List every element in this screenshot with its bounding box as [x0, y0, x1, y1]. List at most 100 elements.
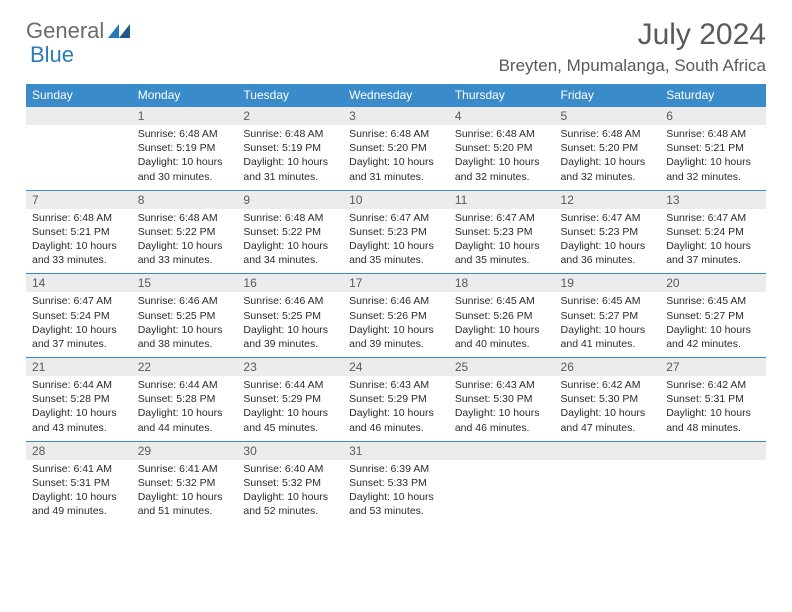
- month-title: July 2024: [499, 18, 766, 52]
- day-number: [449, 442, 555, 460]
- daylight-label: Daylight:: [243, 407, 287, 419]
- location-subtitle: Breyten, Mpumalanga, South Africa: [499, 56, 766, 76]
- day-number: [555, 442, 661, 460]
- sunrise-label: Sunrise:: [561, 379, 602, 391]
- sunset-label: Sunset:: [138, 477, 177, 489]
- day-sun-info: Sunrise: 6:45 AMSunset: 5:27 PMDaylight:…: [555, 292, 661, 357]
- sunrise-value: 6:46 AM: [391, 295, 430, 307]
- day-number: 6: [660, 107, 766, 125]
- sunset-value: 5:20 PM: [388, 142, 427, 154]
- sunset-value: 5:23 PM: [493, 226, 532, 238]
- sunrise-label: Sunrise:: [666, 379, 707, 391]
- daylight-label: Daylight:: [666, 156, 710, 168]
- calendar-week-row: 28Sunrise: 6:41 AMSunset: 5:31 PMDayligh…: [26, 441, 766, 524]
- calendar-day-cell: 13Sunrise: 6:47 AMSunset: 5:24 PMDayligh…: [660, 190, 766, 274]
- day-sun-info: Sunrise: 6:48 AMSunset: 5:19 PMDaylight:…: [237, 125, 343, 190]
- calendar-day-cell: [660, 441, 766, 524]
- day-number: 7: [26, 191, 132, 209]
- sunset-value: 5:32 PM: [176, 477, 215, 489]
- sunrise-value: 6:42 AM: [708, 379, 747, 391]
- day-sun-info: Sunrise: 6:47 AMSunset: 5:23 PMDaylight:…: [449, 209, 555, 274]
- sunset-label: Sunset:: [455, 142, 494, 154]
- sunrise-label: Sunrise:: [243, 295, 284, 307]
- day-number: 14: [26, 274, 132, 292]
- day-number: 1: [132, 107, 238, 125]
- sunset-value: 5:23 PM: [599, 226, 638, 238]
- sunset-label: Sunset:: [138, 393, 177, 405]
- page-header: General July 2024 Breyten, Mpumalanga, S…: [26, 18, 766, 76]
- day-sun-info: Sunrise: 6:43 AMSunset: 5:30 PMDaylight:…: [449, 376, 555, 441]
- sunrise-label: Sunrise:: [243, 463, 284, 475]
- logo-flag-icon: [108, 24, 130, 38]
- day-number: 2: [237, 107, 343, 125]
- sunset-value: 5:20 PM: [599, 142, 638, 154]
- daylight-label: Daylight:: [455, 324, 499, 336]
- sunrise-value: 6:43 AM: [496, 379, 535, 391]
- calendar-day-cell: 20Sunrise: 6:45 AMSunset: 5:27 PMDayligh…: [660, 274, 766, 358]
- day-number: 13: [660, 191, 766, 209]
- calendar-day-cell: 21Sunrise: 6:44 AMSunset: 5:28 PMDayligh…: [26, 358, 132, 442]
- day-number: 23: [237, 358, 343, 376]
- sunrise-value: 6:48 AM: [73, 212, 112, 224]
- daylight-label: Daylight:: [561, 407, 605, 419]
- sunrise-value: 6:47 AM: [708, 212, 747, 224]
- sunset-value: 5:32 PM: [282, 477, 321, 489]
- logo-text-blue: Blue: [30, 42, 74, 67]
- sunset-value: 5:26 PM: [493, 310, 532, 322]
- calendar-day-cell: 31Sunrise: 6:39 AMSunset: 5:33 PMDayligh…: [343, 441, 449, 524]
- sunrise-label: Sunrise:: [561, 295, 602, 307]
- day-sun-info: Sunrise: 6:41 AMSunset: 5:31 PMDaylight:…: [26, 460, 132, 525]
- sunset-value: 5:31 PM: [705, 393, 744, 405]
- day-number: 9: [237, 191, 343, 209]
- sunset-label: Sunset:: [138, 226, 177, 238]
- day-number: 11: [449, 191, 555, 209]
- day-sun-info: Sunrise: 6:48 AMSunset: 5:20 PMDaylight:…: [555, 125, 661, 190]
- sunset-value: 5:30 PM: [599, 393, 638, 405]
- sunset-value: 5:23 PM: [388, 226, 427, 238]
- sunrise-label: Sunrise:: [138, 379, 179, 391]
- sunrise-value: 6:47 AM: [73, 295, 112, 307]
- daylight-label: Daylight:: [32, 491, 76, 503]
- sunrise-value: 6:40 AM: [285, 463, 324, 475]
- sunset-value: 5:29 PM: [388, 393, 427, 405]
- sunset-label: Sunset:: [243, 310, 282, 322]
- sunrise-value: 6:46 AM: [285, 295, 324, 307]
- day-sun-info: Sunrise: 6:48 AMSunset: 5:21 PMDaylight:…: [660, 125, 766, 190]
- sunset-value: 5:19 PM: [176, 142, 215, 154]
- sunrise-value: 6:43 AM: [391, 379, 430, 391]
- daylight-label: Daylight:: [32, 324, 76, 336]
- calendar-day-cell: 1Sunrise: 6:48 AMSunset: 5:19 PMDaylight…: [132, 107, 238, 191]
- sunrise-label: Sunrise:: [561, 128, 602, 140]
- calendar-day-cell: 27Sunrise: 6:42 AMSunset: 5:31 PMDayligh…: [660, 358, 766, 442]
- weekday-wednesday: Wednesday: [343, 84, 449, 107]
- sunrise-value: 6:48 AM: [285, 212, 324, 224]
- sunset-label: Sunset:: [561, 226, 600, 238]
- daylight-label: Daylight:: [138, 240, 182, 252]
- day-number: 12: [555, 191, 661, 209]
- day-sun-info: Sunrise: 6:41 AMSunset: 5:32 PMDaylight:…: [132, 460, 238, 525]
- daylight-label: Daylight:: [32, 240, 76, 252]
- sunrise-label: Sunrise:: [349, 128, 390, 140]
- sunset-label: Sunset:: [455, 226, 494, 238]
- sunrise-label: Sunrise:: [32, 295, 73, 307]
- day-sun-info: Sunrise: 6:47 AMSunset: 5:23 PMDaylight:…: [555, 209, 661, 274]
- daylight-label: Daylight:: [666, 240, 710, 252]
- sunrise-value: 6:47 AM: [602, 212, 641, 224]
- calendar-day-cell: 19Sunrise: 6:45 AMSunset: 5:27 PMDayligh…: [555, 274, 661, 358]
- sunset-label: Sunset:: [32, 477, 71, 489]
- sunrise-label: Sunrise:: [32, 463, 73, 475]
- day-sun-info: Sunrise: 6:47 AMSunset: 5:24 PMDaylight:…: [26, 292, 132, 357]
- sunset-value: 5:22 PM: [176, 226, 215, 238]
- sunrise-label: Sunrise:: [455, 295, 496, 307]
- calendar-day-cell: 24Sunrise: 6:43 AMSunset: 5:29 PMDayligh…: [343, 358, 449, 442]
- day-sun-info: Sunrise: 6:47 AMSunset: 5:23 PMDaylight:…: [343, 209, 449, 274]
- day-number: 5: [555, 107, 661, 125]
- calendar-day-cell: 4Sunrise: 6:48 AMSunset: 5:20 PMDaylight…: [449, 107, 555, 191]
- sunset-label: Sunset:: [666, 226, 705, 238]
- calendar-day-cell: 16Sunrise: 6:46 AMSunset: 5:25 PMDayligh…: [237, 274, 343, 358]
- calendar-day-cell: 26Sunrise: 6:42 AMSunset: 5:30 PMDayligh…: [555, 358, 661, 442]
- daylight-label: Daylight:: [561, 240, 605, 252]
- day-sun-info: Sunrise: 6:40 AMSunset: 5:32 PMDaylight:…: [237, 460, 343, 525]
- day-number: 19: [555, 274, 661, 292]
- sunrise-label: Sunrise:: [349, 463, 390, 475]
